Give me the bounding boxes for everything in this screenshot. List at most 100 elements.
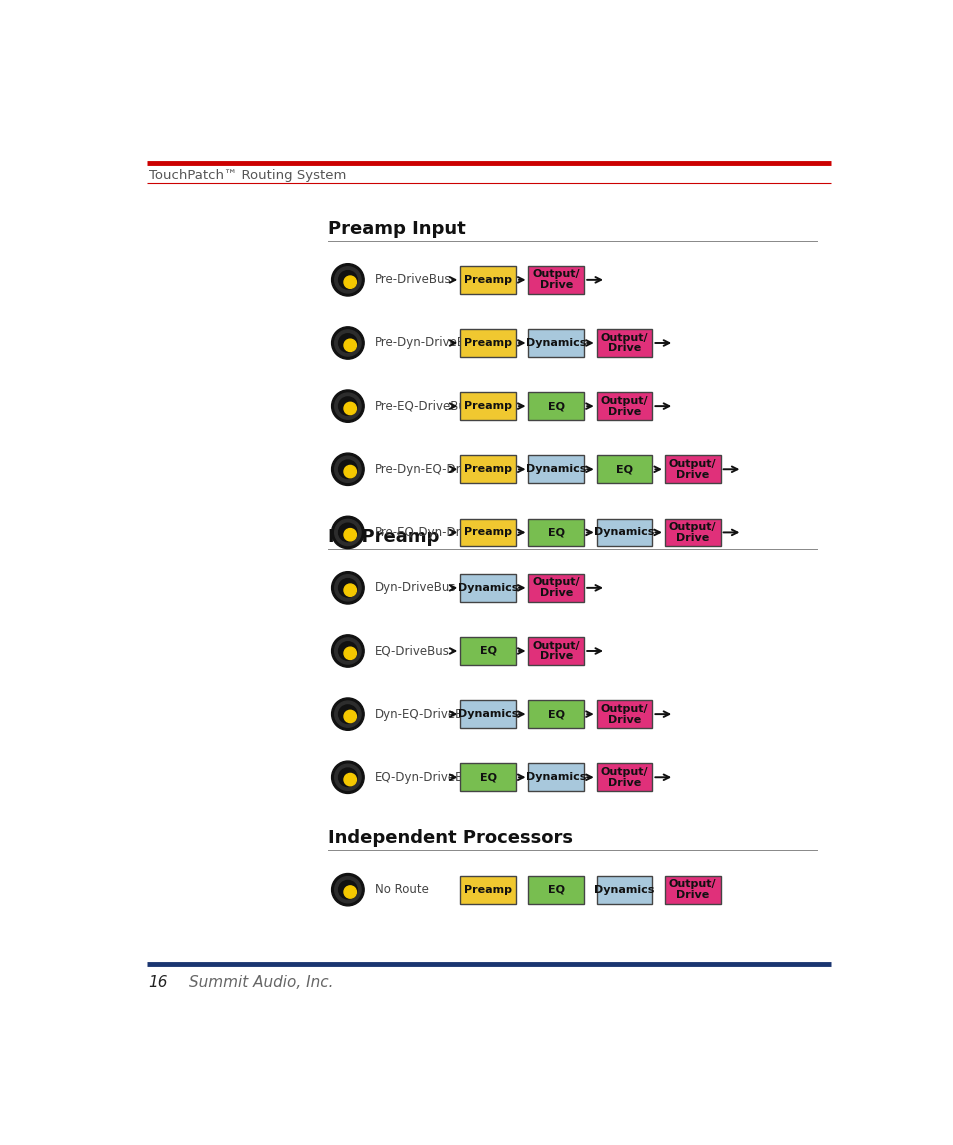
- Circle shape: [344, 647, 356, 660]
- FancyBboxPatch shape: [459, 393, 516, 420]
- Text: Dynamics: Dynamics: [594, 885, 654, 894]
- Circle shape: [335, 520, 360, 545]
- Text: Output/
Drive: Output/ Drive: [600, 332, 648, 354]
- FancyBboxPatch shape: [528, 764, 583, 791]
- Circle shape: [332, 698, 364, 731]
- FancyBboxPatch shape: [459, 266, 516, 294]
- FancyBboxPatch shape: [528, 574, 583, 602]
- Text: Dyn-EQ-DriveBus: Dyn-EQ-DriveBus: [375, 708, 477, 720]
- Circle shape: [332, 263, 364, 297]
- FancyBboxPatch shape: [664, 519, 720, 546]
- Circle shape: [344, 710, 356, 722]
- FancyBboxPatch shape: [459, 637, 516, 665]
- Text: Summit Audio, Inc.: Summit Audio, Inc.: [189, 974, 334, 989]
- Text: Output/
Drive: Output/ Drive: [532, 577, 579, 598]
- FancyBboxPatch shape: [596, 764, 652, 791]
- Text: Dynamics: Dynamics: [526, 338, 586, 348]
- Text: Preamp: Preamp: [464, 338, 512, 348]
- Circle shape: [332, 326, 364, 360]
- Circle shape: [335, 575, 360, 601]
- Text: Dyn-DriveBus: Dyn-DriveBus: [375, 582, 456, 594]
- Circle shape: [338, 705, 356, 724]
- Text: Pre-DriveBus: Pre-DriveBus: [375, 274, 451, 286]
- Circle shape: [344, 339, 356, 352]
- Text: Preamp: Preamp: [464, 401, 512, 411]
- FancyBboxPatch shape: [528, 701, 583, 728]
- Text: Pre-EQ-Dyn-DriveBus: Pre-EQ-Dyn-DriveBus: [375, 526, 500, 539]
- Circle shape: [335, 456, 360, 482]
- FancyBboxPatch shape: [528, 637, 583, 665]
- Circle shape: [338, 641, 356, 661]
- Circle shape: [332, 453, 364, 485]
- Text: Output/
Drive: Output/ Drive: [668, 459, 716, 480]
- Circle shape: [335, 393, 360, 419]
- Text: Preamp: Preamp: [464, 275, 512, 285]
- Circle shape: [335, 764, 360, 790]
- FancyBboxPatch shape: [459, 876, 516, 903]
- Circle shape: [332, 571, 364, 605]
- Text: EQ: EQ: [616, 464, 633, 474]
- Circle shape: [338, 523, 356, 542]
- FancyBboxPatch shape: [459, 456, 516, 483]
- Text: EQ-DriveBus: EQ-DriveBus: [375, 645, 450, 657]
- FancyBboxPatch shape: [459, 329, 516, 357]
- Text: Output/
Drive: Output/ Drive: [532, 269, 579, 290]
- Circle shape: [338, 460, 356, 479]
- FancyBboxPatch shape: [664, 876, 720, 903]
- Text: EQ: EQ: [547, 709, 564, 719]
- Text: TouchPatch™ Routing System: TouchPatch™ Routing System: [149, 168, 346, 182]
- Text: Output/
Drive: Output/ Drive: [668, 879, 716, 900]
- Circle shape: [332, 874, 364, 906]
- Text: Pre-Dyn-DriveBus: Pre-Dyn-DriveBus: [375, 337, 479, 349]
- Text: Preamp: Preamp: [464, 885, 512, 894]
- Circle shape: [338, 333, 356, 353]
- FancyBboxPatch shape: [596, 329, 652, 357]
- Circle shape: [344, 276, 356, 289]
- Text: Preamp: Preamp: [464, 528, 512, 537]
- Circle shape: [335, 330, 360, 356]
- Circle shape: [344, 402, 356, 414]
- Circle shape: [335, 701, 360, 727]
- Text: Output/
Drive: Output/ Drive: [600, 704, 648, 725]
- Text: Dynamics: Dynamics: [457, 583, 517, 593]
- Circle shape: [338, 397, 356, 416]
- Circle shape: [338, 881, 356, 899]
- Circle shape: [332, 634, 364, 668]
- Text: Independent Processors: Independent Processors: [328, 829, 573, 846]
- Text: Dynamics: Dynamics: [457, 709, 517, 719]
- FancyBboxPatch shape: [528, 519, 583, 546]
- Circle shape: [335, 267, 360, 293]
- Circle shape: [344, 773, 356, 785]
- Circle shape: [335, 877, 360, 902]
- Circle shape: [344, 465, 356, 477]
- FancyBboxPatch shape: [596, 701, 652, 728]
- Text: Dynamics: Dynamics: [526, 772, 586, 782]
- Text: EQ: EQ: [479, 772, 497, 782]
- FancyBboxPatch shape: [596, 393, 652, 420]
- FancyBboxPatch shape: [528, 266, 583, 294]
- Circle shape: [338, 768, 356, 787]
- FancyBboxPatch shape: [528, 456, 583, 483]
- FancyBboxPatch shape: [664, 456, 720, 483]
- Text: Dynamics: Dynamics: [594, 528, 654, 537]
- Circle shape: [332, 761, 364, 793]
- Circle shape: [338, 578, 356, 597]
- Text: Output/
Drive: Output/ Drive: [600, 396, 648, 417]
- Circle shape: [344, 529, 356, 540]
- FancyBboxPatch shape: [528, 876, 583, 903]
- Text: EQ: EQ: [547, 885, 564, 894]
- Circle shape: [344, 584, 356, 597]
- Circle shape: [344, 886, 356, 898]
- FancyBboxPatch shape: [459, 574, 516, 602]
- FancyBboxPatch shape: [459, 519, 516, 546]
- Circle shape: [332, 516, 364, 548]
- Text: Output/
Drive: Output/ Drive: [600, 767, 648, 788]
- Text: Pre-Dyn-EQ-DriveBus: Pre-Dyn-EQ-DriveBus: [375, 463, 500, 476]
- Text: EQ: EQ: [547, 528, 564, 537]
- Text: Preamp Input: Preamp Input: [328, 220, 466, 238]
- Text: EQ: EQ: [547, 401, 564, 411]
- Text: EQ-Dyn-DriveBus: EQ-Dyn-DriveBus: [375, 771, 477, 784]
- FancyBboxPatch shape: [528, 329, 583, 357]
- FancyBboxPatch shape: [596, 519, 652, 546]
- Text: Output/
Drive: Output/ Drive: [668, 522, 716, 543]
